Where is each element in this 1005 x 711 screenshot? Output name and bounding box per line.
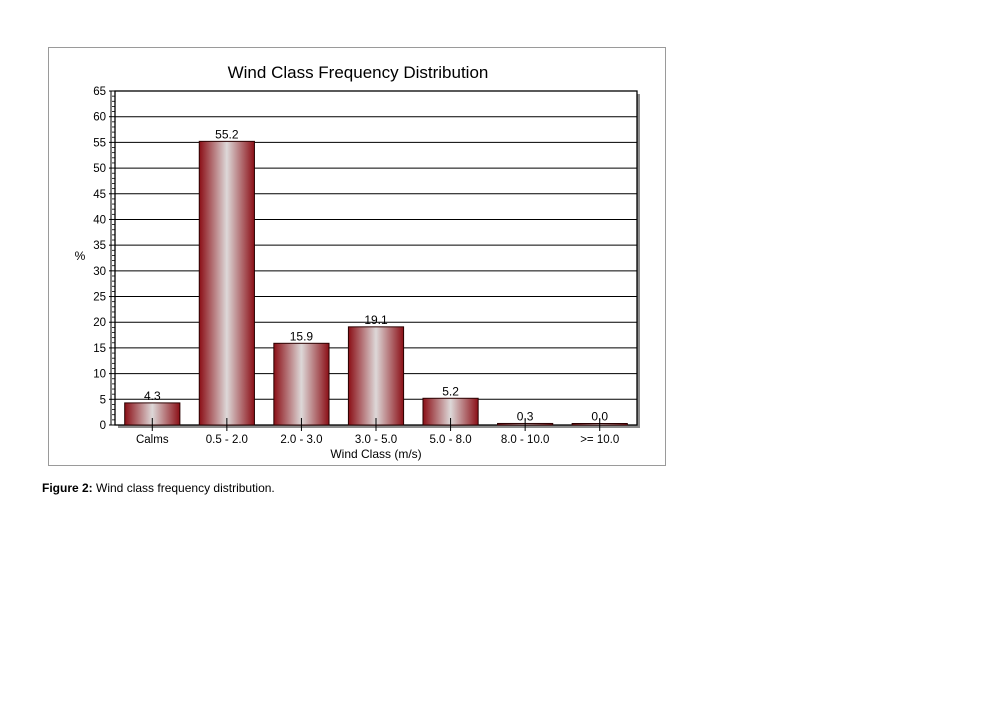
y-tick-label: 20 xyxy=(93,317,106,329)
figure-caption: Figure 2: Wind class frequency distribut… xyxy=(42,481,275,495)
bar-value-label: 55.2 xyxy=(215,127,239,141)
y-tick-label: 10 xyxy=(93,369,106,381)
y-tick-label: 0 xyxy=(100,420,106,432)
y-tick-label: 55 xyxy=(93,137,106,149)
y-tick-label: 60 xyxy=(93,112,106,124)
y-tick-label: 30 xyxy=(93,266,106,278)
y-tick-label: 45 xyxy=(93,189,106,201)
bar-value-label: 5.2 xyxy=(442,384,459,398)
chart-title: Wind Class Frequency Distribution xyxy=(228,63,489,82)
x-tick-label: >= 10.0 xyxy=(580,434,619,446)
x-tick-label: 2.0 - 3.0 xyxy=(280,434,322,446)
x-tick-label: Calms xyxy=(136,434,169,446)
y-tick-label: 25 xyxy=(93,292,106,304)
y-tick-label: 50 xyxy=(93,163,106,175)
x-tick-label: 8.0 - 10.0 xyxy=(501,434,550,446)
caption-text: Wind class frequency distribution. xyxy=(96,481,275,495)
bar-value-label: 4.3 xyxy=(144,389,161,403)
y-tick-label: 40 xyxy=(93,214,106,226)
x-tick-label: 3.0 - 5.0 xyxy=(355,434,397,446)
y-tick-label: 5 xyxy=(100,394,106,406)
bar-value-label: 19.1 xyxy=(364,313,388,327)
caption-label: Figure 2: xyxy=(42,481,93,495)
x-tick-label: 0.5 - 2.0 xyxy=(206,434,248,446)
bar xyxy=(198,140,255,426)
x-axis-label: Wind Class (m/s) xyxy=(330,447,421,461)
y-tick-label: 35 xyxy=(93,240,106,252)
y-axis-label: % xyxy=(75,249,86,263)
bar-value-label: 0.0 xyxy=(591,410,608,424)
bar-value-label: 15.9 xyxy=(290,329,314,343)
y-tick-label: 65 xyxy=(93,86,106,98)
bar xyxy=(273,342,330,426)
x-tick-label: 5.0 - 8.0 xyxy=(429,434,471,446)
bar-value-label: 0.3 xyxy=(517,409,534,423)
bar xyxy=(347,326,405,426)
y-tick-label: 15 xyxy=(93,343,106,355)
